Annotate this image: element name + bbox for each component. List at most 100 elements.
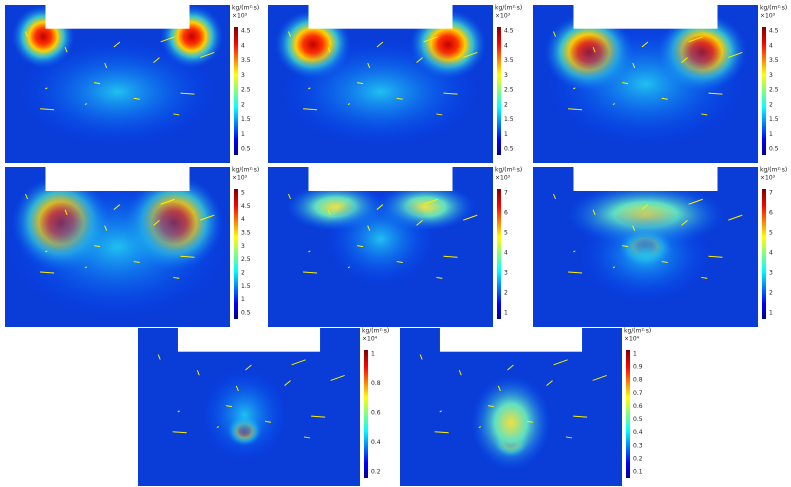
domain-notch <box>178 328 320 352</box>
colorbar-tick-label: 3 <box>504 72 508 79</box>
colorbar-tick-label: 0.7 <box>633 390 643 397</box>
colorbar-unit: kg/(m²·s) <box>495 167 522 174</box>
colorbar-tick-label: 3 <box>241 243 245 250</box>
colorbar-tick-label: 1 <box>769 131 773 138</box>
colorbar-exponent: ×10⁴ <box>624 336 640 343</box>
colorbar-tick-label: 5 <box>241 190 245 197</box>
colorbar-tick-label: 7 <box>769 190 773 197</box>
colorbar-unit: kg/(m²·s) <box>232 5 259 12</box>
colorbar-unit: kg/(m²·s) <box>624 328 651 335</box>
domain-notch <box>46 5 190 29</box>
colorbar-tick-label: 1.5 <box>241 116 251 123</box>
colorbar-tick-label: 2.5 <box>241 87 251 94</box>
colorbar-exponent: ×10³ <box>495 175 511 182</box>
colorbar-exponent: ×10³ <box>760 175 776 182</box>
colorbar-tick-label: 3.5 <box>241 230 251 237</box>
colorbar-tick-label: 1 <box>241 131 245 138</box>
colorbar-tick-label: 4 <box>769 250 773 257</box>
hotspot <box>16 37 219 148</box>
colorbar-tick-label: 1 <box>769 310 773 317</box>
colorbar-tick-label: 2.5 <box>769 87 779 94</box>
colorbar-tick-label: 0.8 <box>633 377 643 384</box>
figure: kg/(m²·s)×10³4.543.532.521.510.5kg/(m²·s… <box>0 0 791 487</box>
colorbar-tick-label: 3 <box>769 72 773 79</box>
colorbar-tick-label: 0.4 <box>371 439 381 446</box>
colorbar-unit: kg/(m²·s) <box>495 5 522 12</box>
colorbar-tick-label: 0.5 <box>504 146 514 153</box>
domain-notch <box>309 167 453 191</box>
colorbar-tick-label: 5 <box>769 230 773 237</box>
domain-notch <box>309 5 453 29</box>
colorbar <box>762 27 766 155</box>
colorbar-tick-label: 5 <box>504 230 508 237</box>
hotspot <box>200 368 289 463</box>
hotspot <box>544 21 747 147</box>
colorbar-tick-label: 1 <box>241 296 245 303</box>
colorbar-tick-label: 1 <box>504 131 508 138</box>
colorbar-unit: kg/(m²·s) <box>760 167 787 174</box>
colorbar-tick-label: 0.5 <box>241 310 251 317</box>
colorbar-tick-label: 4 <box>241 216 245 223</box>
colorbar-tick-label: 4.5 <box>769 28 779 35</box>
colorbar-unit: kg/(m²·s) <box>760 5 787 12</box>
colorbar-tick-label: 2.5 <box>241 256 251 263</box>
colorbar-exponent: ×10³ <box>232 175 248 182</box>
hotspot <box>5 175 230 319</box>
colorbar-exponent: ×10³ <box>232 13 248 20</box>
colorbar-tick-label: 6 <box>769 210 773 217</box>
colorbar-tick-label: 2 <box>769 290 773 297</box>
colorbar-tick-label: 2 <box>769 101 773 108</box>
colorbar-tick-label: 2 <box>504 101 508 108</box>
colorbar-tick-label: 0.1 <box>633 469 643 476</box>
colorbar-tick-label: 3 <box>504 270 508 277</box>
colorbar-tick-label: 1 <box>504 310 508 317</box>
colorbar-tick-label: 4 <box>769 42 773 49</box>
panel: kg/(m²·s)×10³ 7 6 5 4 3 2 1 <box>533 167 787 328</box>
colorbar-tick-label: 6 <box>504 210 508 217</box>
colorbar-tick-label: 0.6 <box>633 403 643 410</box>
hotspot <box>471 375 551 470</box>
colorbar-tick-label: 0.2 <box>633 455 643 462</box>
colorbar-tick-label: 2 <box>241 101 245 108</box>
colorbar-tick-label: 4.5 <box>241 203 251 210</box>
colorbar-tick-label: 4.5 <box>504 28 514 35</box>
colorbar-exponent: ×10³ <box>495 13 511 20</box>
colorbar-tick-label: 1.5 <box>504 116 514 123</box>
colorbar <box>234 189 238 319</box>
colorbar-tick-label: 2 <box>241 270 245 277</box>
hotspot <box>279 37 482 148</box>
domain-notch <box>440 328 582 352</box>
colorbar <box>497 189 501 319</box>
colorbar-tick-label: 0.5 <box>769 146 779 153</box>
colorbar-unit: kg/(m²·s) <box>232 167 259 174</box>
panel: kg/(m²·s)×10³7654321 <box>268 167 522 328</box>
colorbar <box>364 350 368 478</box>
colorbar-tick-label: 0.5 <box>241 146 251 153</box>
colorbar-tick-label: 0.4 <box>633 429 643 436</box>
panel: kg/(m²·s)×10⁴10.80.60.40.2 <box>138 328 389 487</box>
domain-notch <box>574 5 718 29</box>
colorbar-tick-label: 4 <box>504 250 508 257</box>
colorbar-tick-label: 4.5 <box>241 28 251 35</box>
domain-notch <box>574 167 718 191</box>
colorbar-exponent: ×10⁴ <box>362 336 378 343</box>
colorbar-tick-label: 1.5 <box>769 116 779 123</box>
hotspot <box>578 207 713 303</box>
colorbar-tick-label: 1.5 <box>241 283 251 290</box>
colorbar-tick-label: 0.9 <box>633 364 643 371</box>
colorbar-exponent: ×10³ <box>760 13 776 20</box>
colorbar-tick-label: 3 <box>769 270 773 277</box>
panel: kg/(m²·s)×10⁴10.90.80.70.60.50.40.30.20.… <box>400 328 651 487</box>
domain-notch <box>46 167 190 191</box>
colorbar-tick-label: 0.3 <box>633 442 643 449</box>
colorbar-tick-label: 0.8 <box>371 380 381 387</box>
panel: kg/(m²·s)×10³ 5 4.5 4 3.5 3 2.5 2 1.5 1 0.5 <box>5 167 259 328</box>
colorbar-tick-label: 3.5 <box>504 57 514 64</box>
colorbar-tick-label: 1 <box>633 351 637 358</box>
colorbar-tick-label: 4 <box>504 42 508 49</box>
colorbar-tick-label: 3 <box>241 72 245 79</box>
colorbar <box>626 350 630 478</box>
